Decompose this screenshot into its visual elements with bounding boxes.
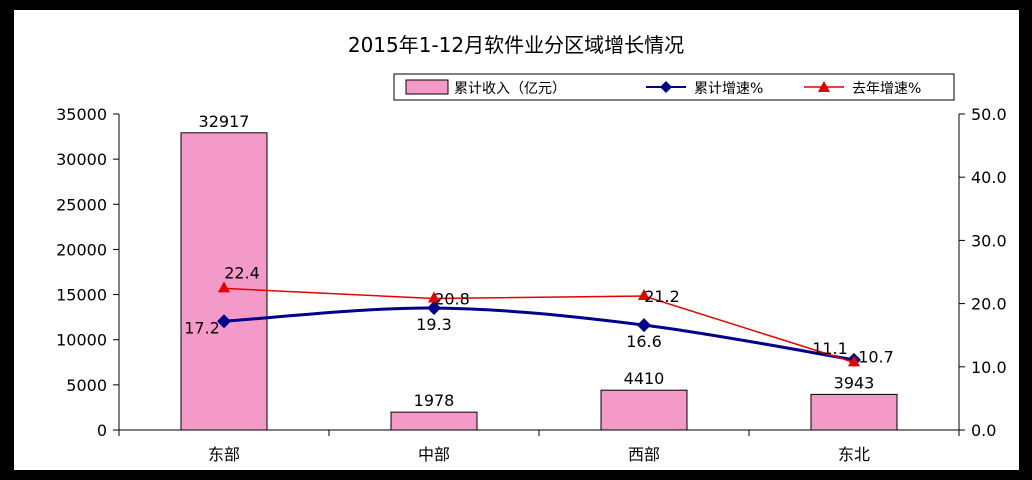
line1-data-label: 17.2 [184, 318, 220, 337]
legend-line2-marker [818, 81, 830, 92]
y-left-tick-label: 20000 [56, 240, 107, 259]
bar-data-label: 1978 [414, 391, 455, 410]
legend-bar-swatch [405, 79, 449, 95]
diamond-marker [217, 314, 231, 329]
plot-area: 0 5000 10000 15000 20000 25000 30000 35000 0.0 10… [56, 105, 1007, 464]
chart: 2015年1-12月软件业分区域增长情况 累计收入（亿元） 累计增速% 去年增速… [56, 33, 1007, 464]
bar [390, 411, 478, 431]
line1-data-label: 11.1 [812, 339, 848, 358]
chart-frame: 2015年1-12月软件业分区域增长情况 累计收入（亿元） 累计增速% 去年增速… [14, 10, 1019, 470]
y-left-tick-label: 35000 [56, 105, 107, 124]
bar [180, 132, 268, 431]
triangle-marker [428, 291, 440, 303]
line2-data-label: 10.7 [858, 347, 894, 366]
bar-data-label: 32917 [199, 112, 250, 131]
y-left-tick-label: 10000 [56, 331, 107, 350]
x-tick-label: 东北 [838, 445, 870, 464]
y-left-tick-label: 5000 [66, 376, 107, 395]
legend-line2-label: 去年增速% [852, 81, 921, 97]
bar [810, 393, 898, 431]
y-right-tick-label: 10.0 [971, 358, 1007, 377]
legend-bar-label: 累计收入（亿元） [454, 81, 566, 97]
series-line-cumulative-growth [223, 306, 855, 362]
y-left-tick-label: 30000 [56, 150, 107, 169]
line2-data-label: 22.4 [224, 263, 260, 282]
line1-data-label: 16.6 [626, 332, 662, 351]
y-right-tick-label: 30.0 [971, 231, 1007, 250]
x-tick-label: 东部 [208, 445, 240, 464]
line2-data-label: 21.2 [644, 287, 680, 306]
x-tick-label: 中部 [418, 445, 450, 464]
legend-line1-label: 累计增速% [694, 81, 763, 97]
x-tick-label: 西部 [628, 445, 660, 464]
series-line-last-year-growth [223, 287, 855, 364]
line1-data-label: 19.3 [416, 315, 452, 334]
y-left-tick-label: 0 [97, 421, 107, 440]
diamond-marker [427, 301, 441, 316]
triangle-marker [848, 355, 860, 367]
diamond-marker [637, 318, 651, 333]
legend-line1-marker [660, 81, 672, 93]
y-left-tick-label: 15000 [56, 286, 107, 305]
triangle-marker [218, 281, 230, 293]
bar [600, 389, 688, 431]
chart-title: 2015年1-12月软件业分区域增长情况 [348, 33, 684, 57]
legend: 累计收入（亿元） 累计增速% 去年增速% [393, 73, 955, 101]
bar-data-label: 3943 [834, 373, 875, 392]
y-right-tick-label: 0.0 [971, 421, 996, 440]
bar-data-label: 4410 [624, 369, 665, 388]
line2-data-label: 20.8 [434, 290, 470, 309]
y-right-tick-label: 40.0 [971, 168, 1007, 187]
y-right-tick-label: 50.0 [971, 105, 1007, 124]
y-left-tick-label: 25000 [56, 195, 107, 214]
triangle-marker [638, 289, 650, 301]
y-right-tick-label: 20.0 [971, 295, 1007, 314]
